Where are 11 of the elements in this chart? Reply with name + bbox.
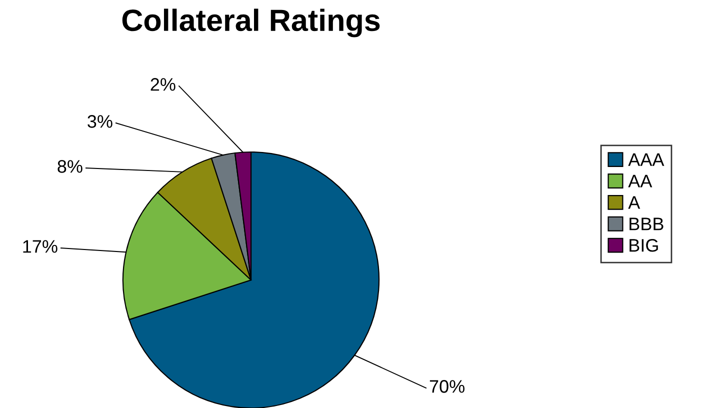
data-label: 17% [23,240,58,253]
data-label: 3% [88,115,112,128]
data-label: 8% [58,160,82,173]
legend-label: BBB [630,218,664,230]
legend-label: AA [628,174,652,188]
legend-label: BIG [630,238,658,252]
legend-label: A [628,196,640,209]
data-label: 70% [430,380,464,393]
data-label: 2% [150,78,176,91]
chart-title: Collateral Ratings [122,8,380,38]
legend-label: AAA [628,153,664,166]
